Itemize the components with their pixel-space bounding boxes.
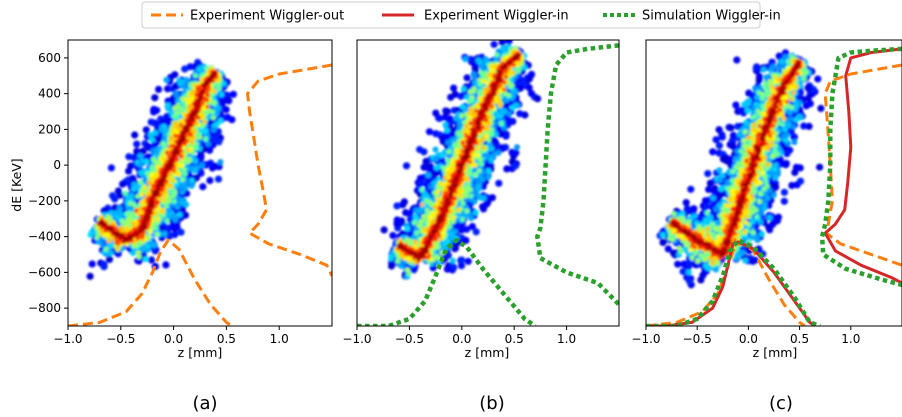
beam-density-1 xyxy=(380,40,542,280)
x-tick-label: 0.0 xyxy=(452,332,471,346)
x-tick-label: −1.0 xyxy=(631,332,660,346)
series-lines-1 xyxy=(357,43,619,326)
y-tick-label: −400 xyxy=(28,230,61,244)
axes-frame-1 xyxy=(356,39,620,327)
x-tick-label: −1.0 xyxy=(53,332,82,346)
axes-frame-2 xyxy=(645,39,902,327)
series-energy-projection-4 xyxy=(823,47,902,285)
legend: Experiment Wiggler-out Experiment Wiggle… xyxy=(141,1,781,29)
legend-label-0: Experiment Wiggler-out xyxy=(190,9,344,24)
series-lines-0 xyxy=(68,63,332,326)
x-axis-label-a: z [mm] xyxy=(178,345,223,360)
x-tick-label: 0.0 xyxy=(739,332,758,346)
y-tick-label: −200 xyxy=(28,194,61,208)
x-tick-label: 1.0 xyxy=(270,332,289,346)
legend-frame xyxy=(141,1,761,29)
series-energy-projection-3 xyxy=(823,63,902,267)
x-tick-label: 1.0 xyxy=(557,332,576,346)
series-current-profile-0 xyxy=(357,237,537,326)
x-tick-label: 1.0 xyxy=(841,332,860,346)
y-tick-label: 400 xyxy=(38,87,61,101)
beam-density-0 xyxy=(86,58,237,280)
panel-a: −1.0 −0.5 0.0 0.5 1.0 600 400 200 0 −200 −400 −600 −… xyxy=(28,39,333,346)
legend-label-2: Simulation Wiggler-in xyxy=(642,9,781,24)
series-current-profile-2 xyxy=(646,237,821,326)
y-tick-label: −600 xyxy=(28,265,61,279)
caption-c: (c) xyxy=(769,393,793,414)
panel-b: −1.0 −0.5 0.0 0.5 1.0 xyxy=(342,39,620,346)
axes-frame-0 xyxy=(67,39,333,327)
x-tick-label: −1.0 xyxy=(342,332,371,346)
y-tick-label: −800 xyxy=(28,301,61,315)
y-tick-label: 600 xyxy=(38,51,61,65)
series-current-profile-0 xyxy=(646,240,806,326)
x-tick-label: −0.5 xyxy=(395,332,424,346)
caption-a: (a) xyxy=(192,393,217,414)
x-tick-label: 0.5 xyxy=(505,332,524,346)
series-current-profile-0 xyxy=(68,238,233,326)
panel-c: −1.0 −0.5 0.0 0.5 1.0 xyxy=(631,39,902,346)
series-lines-2 xyxy=(646,46,902,326)
legend-label-1: Experiment Wiggler-in xyxy=(424,9,569,24)
y-tick-label: 0 xyxy=(53,158,61,172)
beam-density-2 xyxy=(656,49,825,289)
x-tick-label: 0.5 xyxy=(217,332,236,346)
series-energy-projection-1 xyxy=(246,63,332,277)
caption-b: (b) xyxy=(479,393,504,414)
y-axis-label: dE [KeV] xyxy=(9,158,24,211)
x-tick-label: −0.5 xyxy=(683,332,712,346)
x-tick-label: −0.5 xyxy=(106,332,135,346)
y-tick-label: 200 xyxy=(38,122,61,136)
x-tick-label: 0.5 xyxy=(790,332,809,346)
x-tick-label: 0.0 xyxy=(164,332,183,346)
x-axis-label-b: z [mm] xyxy=(465,345,510,360)
series-energy-projection-1 xyxy=(535,43,619,307)
x-axis-label-c: z [mm] xyxy=(753,345,798,360)
